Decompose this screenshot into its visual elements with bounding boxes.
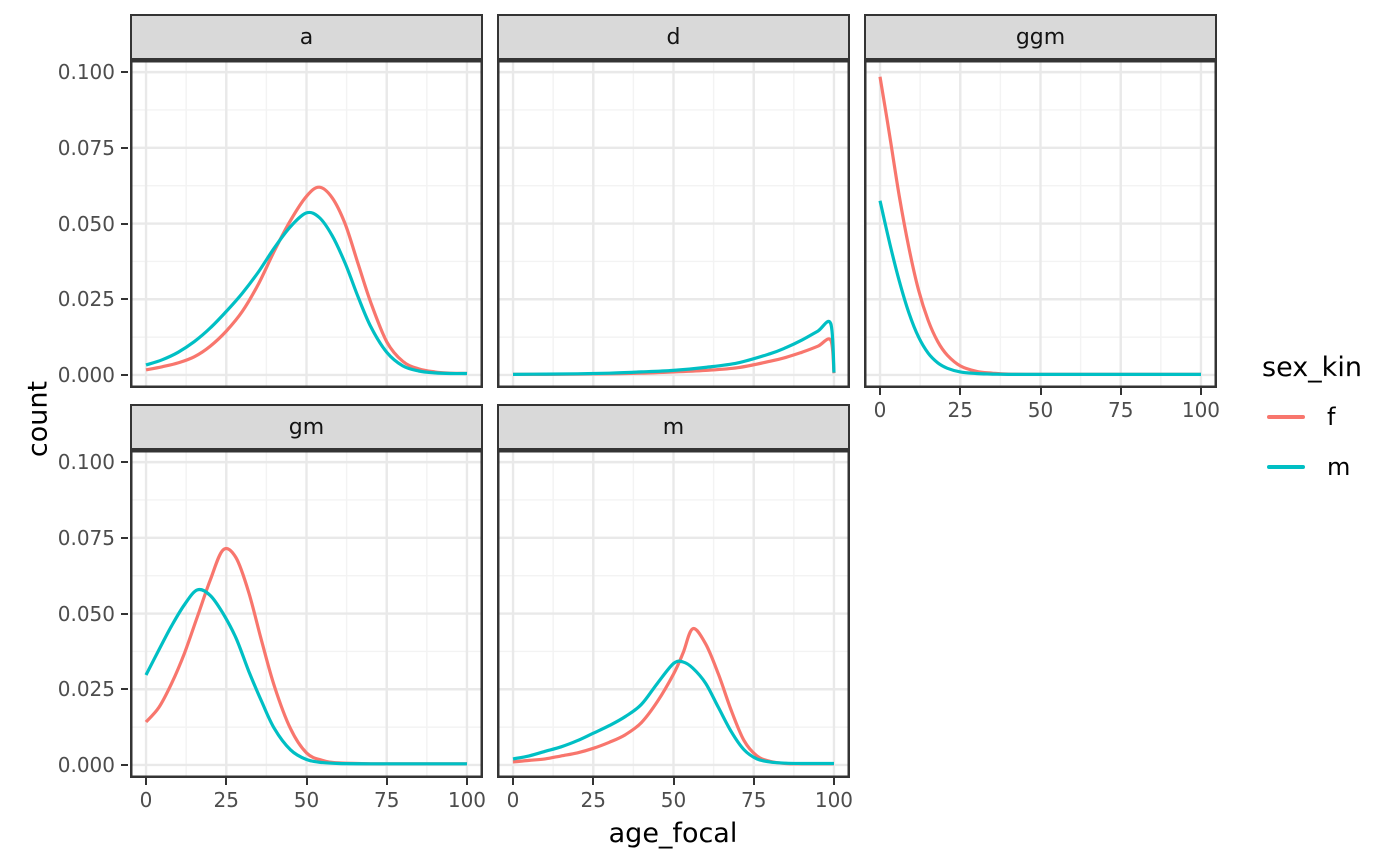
x-tick-mark bbox=[305, 778, 308, 785]
y-tick-mark bbox=[121, 688, 128, 691]
x-tick-label: 50 bbox=[293, 788, 320, 812]
x-tick-mark bbox=[672, 778, 675, 785]
x-tick-label: 0 bbox=[139, 788, 153, 812]
y-tick-mark bbox=[121, 461, 128, 464]
x-tick-label: 100 bbox=[447, 788, 487, 812]
y-tick-label: 0.100 bbox=[57, 60, 115, 85]
y-tick-mark bbox=[121, 146, 128, 149]
x-axis-title: age_focal bbox=[608, 818, 738, 849]
facet-strip: gm bbox=[130, 404, 483, 450]
x-tick-mark bbox=[465, 778, 468, 785]
y-tick-label: 0.100 bbox=[57, 450, 115, 475]
x-tick-mark bbox=[959, 388, 962, 395]
legend-label-m: m bbox=[1327, 453, 1351, 481]
facet-gm: gm bbox=[130, 404, 483, 778]
x-tick-mark bbox=[385, 778, 388, 785]
legend-key-line-m bbox=[1267, 465, 1305, 469]
y-tick-mark bbox=[121, 612, 128, 615]
y-axis-title: count bbox=[22, 380, 54, 458]
panel-border bbox=[864, 60, 1217, 388]
facet-strip-label: a bbox=[299, 24, 314, 50]
panel-border bbox=[497, 450, 850, 778]
y-tick-label: 0.050 bbox=[57, 211, 115, 236]
line-m bbox=[512, 659, 834, 766]
facet-panel bbox=[130, 450, 483, 778]
line-m bbox=[145, 210, 468, 376]
x-tick-mark bbox=[879, 388, 882, 395]
y-tick-label: 0.025 bbox=[57, 677, 115, 702]
x-tick-mark bbox=[1039, 388, 1042, 395]
x-tick-label: 75 bbox=[1107, 398, 1134, 422]
x-tick-label: 0 bbox=[873, 398, 887, 422]
panel-border bbox=[130, 60, 483, 388]
facet-m: m bbox=[497, 404, 850, 778]
y-tick-mark bbox=[121, 536, 128, 539]
facet-panel bbox=[497, 450, 850, 778]
x-tick-mark bbox=[832, 778, 835, 785]
legend-entry-f: f bbox=[1267, 403, 1336, 431]
legend: sex_kin f m bbox=[1260, 350, 1400, 500]
facet-strip-label: ggm bbox=[1015, 24, 1066, 50]
x-tick-label: 100 bbox=[814, 788, 854, 812]
x-tick-mark bbox=[1199, 388, 1202, 395]
x-tick-label: 25 bbox=[580, 788, 606, 812]
x-tick-label: 50 bbox=[1027, 398, 1054, 422]
line-m bbox=[878, 200, 1201, 376]
y-tick-label: 0.075 bbox=[57, 135, 115, 160]
legend-entry-m: m bbox=[1267, 453, 1351, 481]
y-tick-label: 0.000 bbox=[57, 362, 115, 387]
x-tick-label: 100 bbox=[1181, 398, 1221, 422]
facet-d: d bbox=[497, 14, 850, 388]
x-tick-label: 25 bbox=[213, 788, 239, 812]
x-tick-label: 25 bbox=[947, 398, 973, 422]
facet-strip: a bbox=[130, 14, 483, 60]
y-tick-label: 0.025 bbox=[57, 287, 115, 312]
y-tick-mark bbox=[121, 763, 128, 766]
y-tick-mark bbox=[121, 298, 128, 301]
facet-strip: m bbox=[497, 404, 850, 450]
y-tick-mark bbox=[121, 222, 128, 225]
y-tick-mark bbox=[121, 71, 128, 74]
x-tick-mark bbox=[752, 778, 755, 785]
facet-strip-label: gm bbox=[288, 414, 325, 440]
panel-border bbox=[130, 450, 483, 778]
x-tick-mark bbox=[225, 778, 228, 785]
legend-key-line-f bbox=[1267, 415, 1305, 419]
y-tick-mark bbox=[121, 373, 128, 376]
x-tick-mark bbox=[512, 778, 515, 785]
x-tick-label: 75 bbox=[740, 788, 767, 812]
facet-strip-label: d bbox=[666, 24, 681, 50]
x-tick-label: 75 bbox=[373, 788, 400, 812]
x-tick-mark bbox=[592, 778, 595, 785]
facet-panel bbox=[497, 60, 850, 388]
facet-strip: ggm bbox=[864, 14, 1217, 60]
line-m bbox=[512, 319, 836, 376]
y-tick-label: 0.050 bbox=[57, 601, 115, 626]
x-tick-mark bbox=[145, 778, 148, 785]
facet-a: a bbox=[130, 14, 483, 388]
y-tick-label: 0.000 bbox=[57, 752, 115, 777]
facet-panel bbox=[130, 60, 483, 388]
line-f bbox=[145, 185, 468, 376]
facet-strip: d bbox=[497, 14, 850, 60]
panel-border bbox=[497, 60, 850, 388]
x-tick-label: 50 bbox=[660, 788, 687, 812]
facet-strip-label: m bbox=[662, 414, 685, 440]
x-tick-label: 0 bbox=[506, 788, 520, 812]
legend-title: sex_kin bbox=[1262, 352, 1362, 383]
legend-label-f: f bbox=[1327, 403, 1336, 431]
y-tick-label: 0.075 bbox=[57, 525, 115, 550]
line-m bbox=[144, 587, 467, 766]
facet-ggm: ggm bbox=[864, 14, 1217, 388]
facet-panel bbox=[864, 60, 1217, 388]
x-tick-mark bbox=[1119, 388, 1122, 395]
